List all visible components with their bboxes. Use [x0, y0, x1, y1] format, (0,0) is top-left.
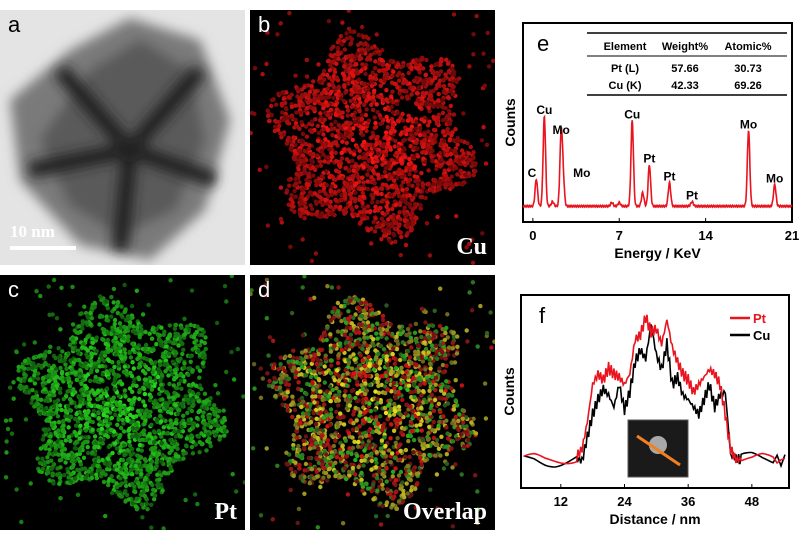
table-header: Weight%	[662, 41, 708, 53]
line-profile-chart: Pt Cu 12 24 36 48 Distance / nm Counts f	[501, 294, 790, 527]
plot-frame	[522, 22, 793, 223]
table-cell: Pt (L)	[611, 63, 639, 75]
series-line-cu	[523, 324, 786, 469]
panel-label: a	[8, 12, 21, 37]
x-tick-label: 36	[681, 494, 695, 509]
peak-label: Mo	[552, 123, 569, 137]
peak-label: C	[528, 166, 537, 180]
cu-map-dots	[250, 10, 495, 265]
table-cell: 42.33	[671, 80, 699, 92]
table-header: Element	[604, 41, 647, 53]
plot-frame	[520, 294, 790, 489]
panel-label: d	[258, 277, 271, 302]
panel-label: b	[258, 12, 271, 37]
x-tick-label: 14	[698, 228, 713, 243]
inset-particle	[649, 436, 667, 454]
element-label: Cu	[456, 234, 487, 260]
table-cell: 69.26	[734, 80, 762, 92]
peak-label: Pt	[643, 152, 655, 166]
peak-label: Mo	[740, 117, 757, 131]
pt-map-dots	[3, 275, 245, 530]
legend-label: Pt	[753, 311, 767, 326]
element-label: Overlap	[403, 499, 487, 525]
peak-label: Cu	[624, 108, 640, 122]
series-line-pt	[523, 314, 786, 465]
x-tick-label: 24	[617, 494, 632, 509]
table-cell: 30.73	[734, 63, 762, 75]
peak-label: Pt	[663, 170, 675, 184]
peak-label: Mo	[573, 166, 590, 180]
inset-scan-line	[636, 434, 681, 467]
table-cell: Cu (K)	[609, 80, 642, 92]
x-tick-label: 21	[785, 228, 799, 243]
panel-d-overlap-map: d Overlap	[250, 275, 495, 530]
panel-label: f	[539, 303, 546, 328]
panel-a-tem-image: a 10 nm	[0, 10, 245, 265]
legend-label: Cu	[753, 328, 770, 343]
tem-particle	[10, 18, 230, 260]
table-cell: 57.66	[671, 63, 699, 75]
x-tick-label: 0	[529, 228, 536, 243]
panel-label: c	[8, 277, 19, 302]
ov-map-dots	[250, 275, 495, 530]
panel-label: e	[537, 31, 549, 56]
element-label: Pt	[214, 499, 237, 525]
peak-label: Pt	[686, 189, 698, 203]
x-tick-label: 7	[616, 228, 623, 243]
peak-label: Mo	[766, 171, 783, 185]
x-tick-label: 12	[554, 494, 568, 509]
y-axis-label: Counts	[501, 367, 517, 415]
y-axis-label: Counts	[502, 98, 518, 146]
table-header: Atomic%	[724, 41, 771, 53]
panel-c-pt-map: c Pt	[0, 275, 245, 530]
peak-label: Cu	[536, 103, 552, 117]
spectrum-line	[522, 114, 793, 209]
x-axis-label: Energy / KeV	[614, 245, 701, 261]
panel-b-cu-map: b Cu	[250, 10, 495, 265]
scale-bar	[10, 246, 76, 250]
x-axis-label: Distance / nm	[609, 511, 700, 527]
x-tick-label: 48	[745, 494, 759, 509]
scale-bar-label: 10 nm	[10, 222, 55, 241]
